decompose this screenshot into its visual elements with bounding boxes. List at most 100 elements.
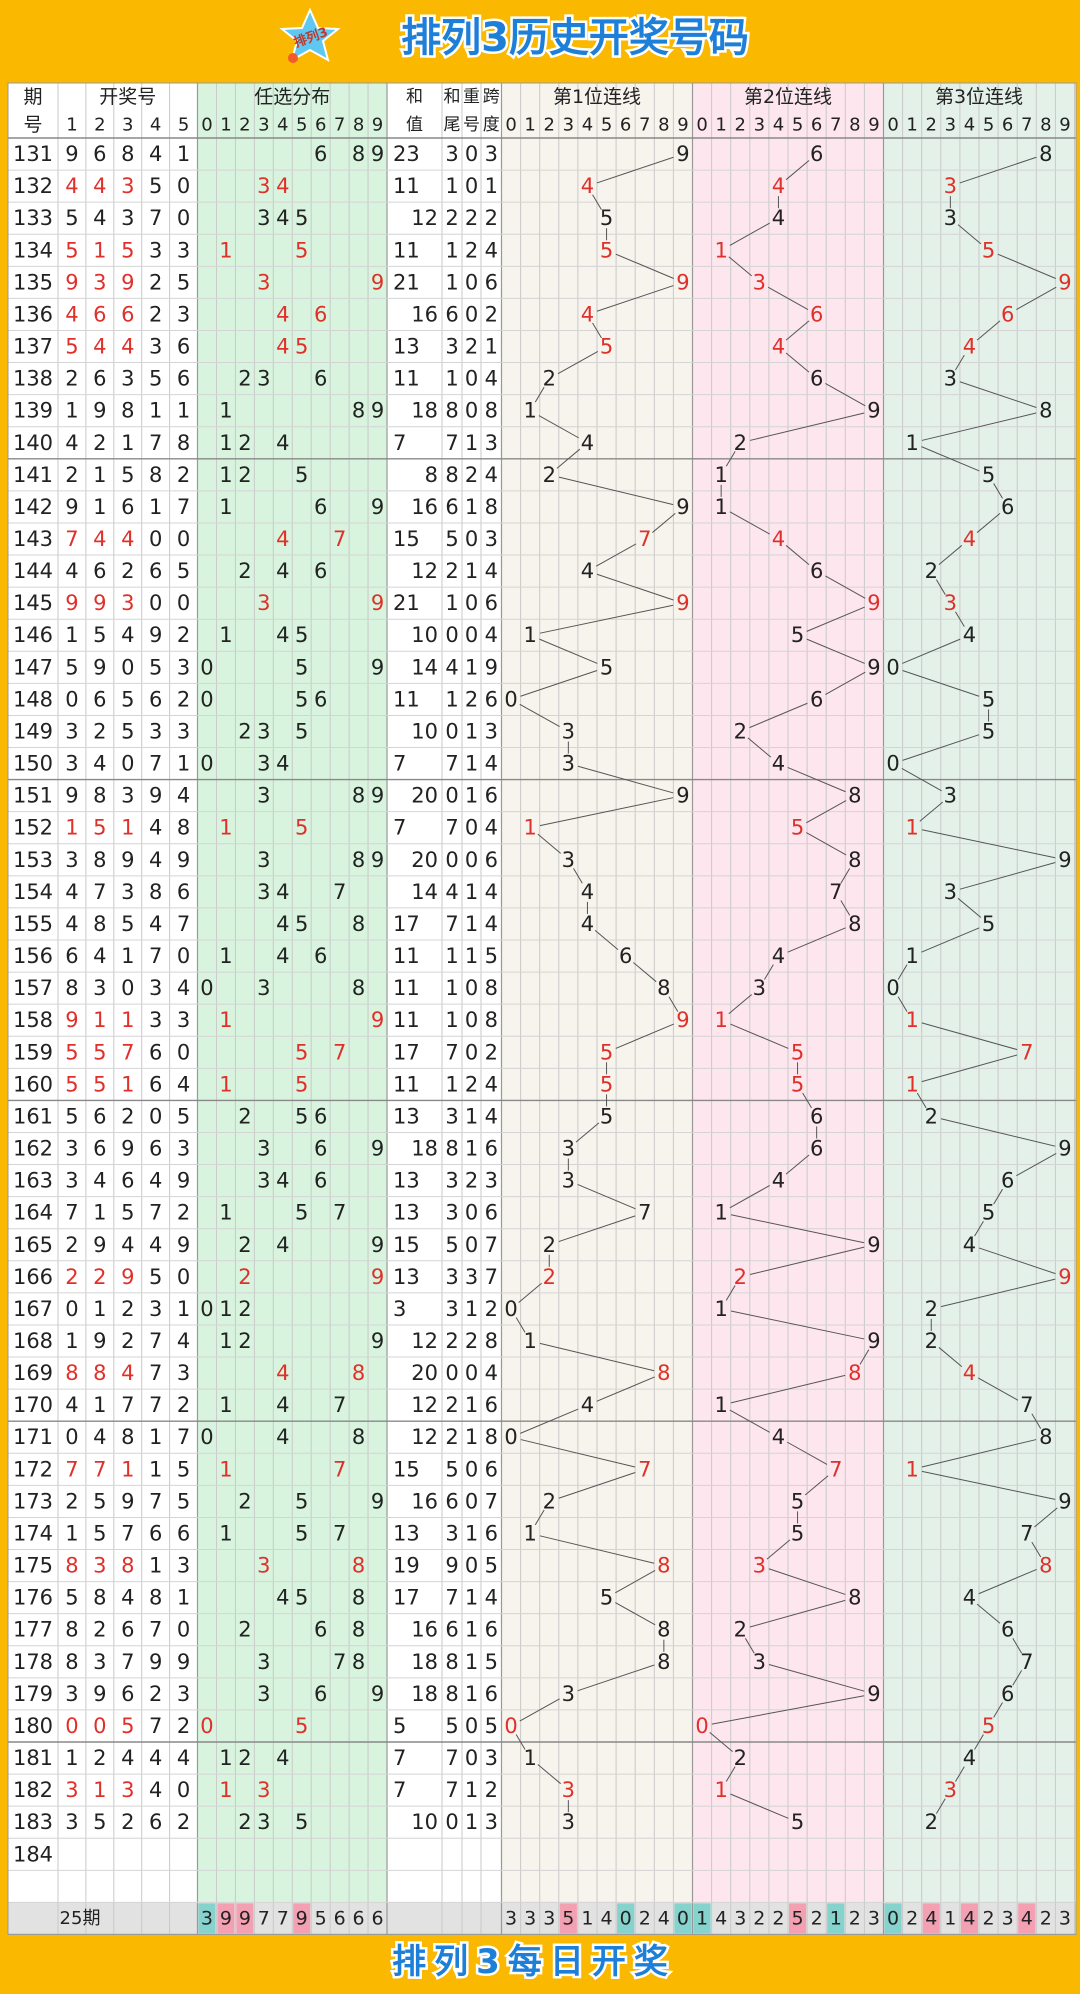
distribution-digit: 6 xyxy=(314,367,327,391)
period: 184 xyxy=(13,1842,53,1866)
position-digit: 3 xyxy=(562,1810,575,1834)
draw-number: 4 xyxy=(149,1233,162,1257)
position-digit: 4 xyxy=(963,1361,976,1385)
distribution-digit: 5 xyxy=(295,1489,308,1513)
trend-line xyxy=(785,352,810,373)
period: 138 xyxy=(13,367,53,391)
distribution-digit: 0 xyxy=(200,976,213,1000)
distribution-digit: 7 xyxy=(333,880,346,904)
draw-number: 7 xyxy=(149,1201,162,1225)
position-digit: 2 xyxy=(925,1329,938,1353)
period: 167 xyxy=(13,1297,53,1321)
period: 135 xyxy=(13,270,53,294)
draw-number: 7 xyxy=(65,1457,78,1481)
draw-number: 1 xyxy=(93,1297,106,1321)
distribution-digit: 1 xyxy=(219,463,232,487)
sum: 10 xyxy=(411,1810,438,1834)
distribution-digit: 3 xyxy=(257,784,270,808)
tail: 8 xyxy=(445,1682,458,1706)
draw-number: 8 xyxy=(177,816,190,840)
summary-count: 4 xyxy=(601,1907,613,1929)
span: 3 xyxy=(485,527,498,551)
trend-line xyxy=(711,1695,865,1725)
draw-number: 7 xyxy=(93,880,106,904)
trend-line xyxy=(806,638,865,664)
draw-number: 3 xyxy=(65,719,78,743)
draw-number: 8 xyxy=(93,912,106,936)
position-digit: 6 xyxy=(810,687,823,711)
position-digit: 9 xyxy=(867,1329,880,1353)
draw-number: 6 xyxy=(121,1169,134,1193)
trend-line xyxy=(668,996,679,1012)
trend-line xyxy=(519,1698,560,1722)
position-digit: 3 xyxy=(944,784,957,808)
draw-number: 4 xyxy=(93,174,106,198)
draw-number: 1 xyxy=(65,1329,78,1353)
draw-number: 4 xyxy=(121,1586,134,1610)
trend-line xyxy=(520,670,598,697)
period: 154 xyxy=(13,880,53,904)
summary-count: 1 xyxy=(830,1907,842,1929)
draw-number: 6 xyxy=(149,1810,162,1834)
position-digit: 3 xyxy=(562,1778,575,1802)
position-digit: 2 xyxy=(734,1746,747,1770)
distribution-digit: 3 xyxy=(257,752,270,776)
draw-number: 2 xyxy=(149,302,162,326)
draw-number: 6 xyxy=(121,302,134,326)
summary-highlight xyxy=(198,1903,216,1934)
draw-number: 9 xyxy=(121,1265,134,1289)
trend-line xyxy=(558,1215,636,1243)
trend-line xyxy=(729,1185,770,1209)
header-digit: 0 xyxy=(887,115,898,136)
distribution-digit: 5 xyxy=(295,816,308,840)
draw-number: 2 xyxy=(65,1233,78,1257)
draw-number: 7 xyxy=(93,1457,106,1481)
draw-number: 1 xyxy=(93,1201,106,1225)
span: 4 xyxy=(485,816,498,840)
distribution-digit: 2 xyxy=(238,719,251,743)
span: 6 xyxy=(485,1393,498,1417)
distribution-digit: 7 xyxy=(333,1393,346,1417)
span: 8 xyxy=(485,399,498,423)
summary-count: 3 xyxy=(868,1907,880,1929)
header-number-col: 2 xyxy=(94,115,105,136)
sum: 13 xyxy=(393,335,420,359)
draw-number: 5 xyxy=(93,1810,106,1834)
span: 4 xyxy=(485,880,498,904)
summary-highlight xyxy=(922,1903,940,1934)
header-span: 度 xyxy=(483,115,500,135)
position-digit: 2 xyxy=(543,463,556,487)
repeat: 1 xyxy=(465,1521,478,1545)
tail: 7 xyxy=(445,1778,458,1802)
sum: 13 xyxy=(393,1104,420,1128)
trend-line xyxy=(921,1439,1037,1468)
position-digit: 5 xyxy=(982,687,995,711)
draw-number: 4 xyxy=(177,1329,190,1353)
repeat: 0 xyxy=(465,367,478,391)
span: 4 xyxy=(485,463,498,487)
sum: 14 xyxy=(411,655,438,679)
tail: 0 xyxy=(445,719,458,743)
draw-number: 0 xyxy=(149,591,162,615)
trend-line xyxy=(1012,1638,1023,1654)
trend-line xyxy=(575,1122,600,1143)
header-digit: 5 xyxy=(983,115,994,136)
draw-number: 1 xyxy=(93,1393,106,1417)
footer-text: 排列3每日开奖 xyxy=(392,1942,676,1982)
draw-number: 1 xyxy=(149,1425,162,1449)
tail: 4 xyxy=(445,655,458,679)
draw-number: 1 xyxy=(121,816,134,840)
position-digit: 1 xyxy=(714,1393,727,1417)
repeat: 1 xyxy=(465,719,478,743)
distribution-digit: 5 xyxy=(295,1810,308,1834)
position-digit: 2 xyxy=(925,559,938,583)
header-position: 第3位连线 xyxy=(935,86,1023,108)
header-digit: 6 xyxy=(1002,115,1013,136)
draw-number: 9 xyxy=(65,495,78,519)
summary-count: 9 xyxy=(296,1907,308,1929)
distribution-digit: 1 xyxy=(219,1521,232,1545)
draw-number: 7 xyxy=(121,1650,134,1674)
draw-number: 6 xyxy=(149,1521,162,1545)
draw-number: 0 xyxy=(177,1040,190,1064)
